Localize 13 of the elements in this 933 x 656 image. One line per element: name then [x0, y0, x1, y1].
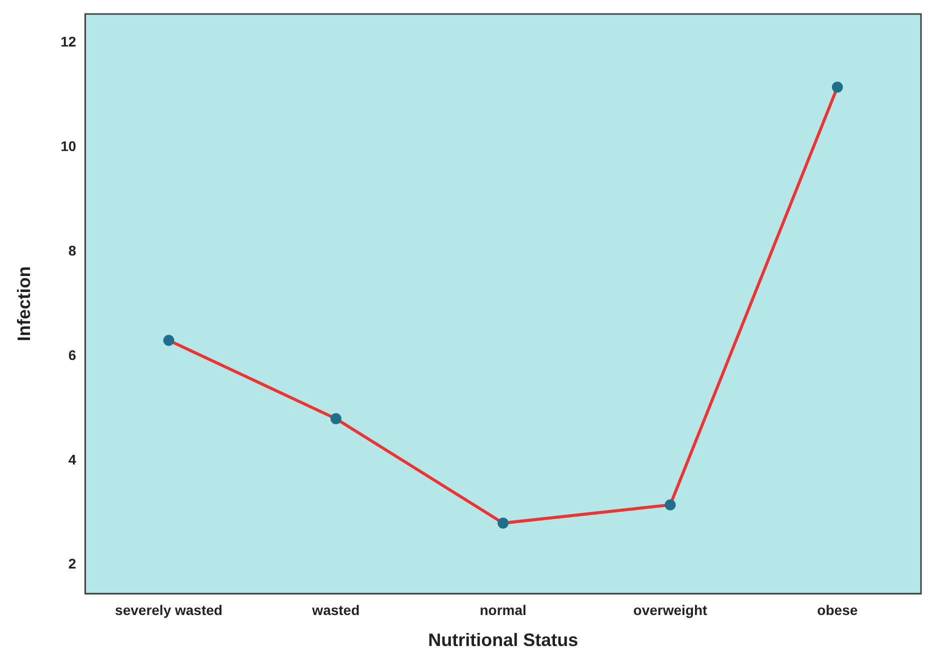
y-tick-label: 10 — [60, 138, 76, 154]
x-tick-label: overweight — [633, 602, 708, 618]
y-tick-label: 8 — [68, 242, 76, 258]
y-axis-title: Infection — [14, 266, 34, 342]
x-axis-title: Nutritional Status — [428, 630, 578, 650]
x-tick-label: severely wasted — [115, 602, 222, 618]
y-tick-label: 2 — [68, 556, 76, 572]
x-tick-label: normal — [480, 602, 526, 618]
y-tick-label: 4 — [68, 451, 76, 468]
y-tick-label: 12 — [60, 34, 76, 50]
x-tick-label: obese — [817, 602, 858, 618]
y-tick-label: 6 — [68, 346, 76, 363]
x-tick-label: wasted — [311, 602, 360, 618]
